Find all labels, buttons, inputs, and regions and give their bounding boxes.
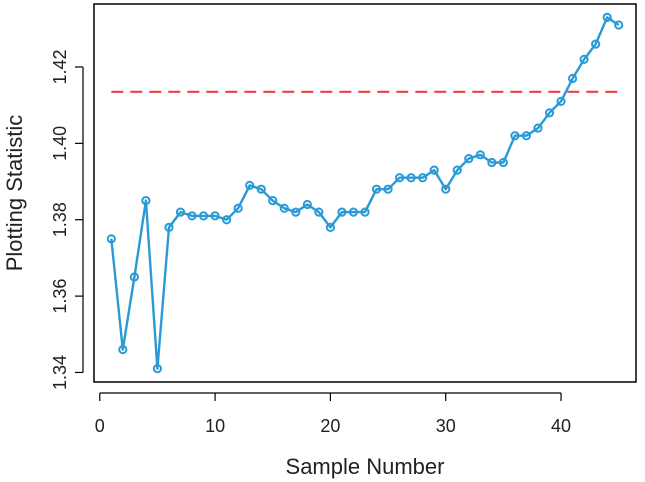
data-point — [521, 131, 532, 141]
data-point — [602, 12, 612, 22]
data-point — [291, 207, 301, 217]
data-point — [394, 173, 405, 183]
x-tick-label: 30 — [436, 416, 456, 436]
data-point — [164, 222, 174, 232]
x-tick-label: 0 — [95, 416, 105, 436]
data-point — [475, 150, 485, 160]
series-line — [110, 16, 620, 370]
data-point — [591, 39, 601, 49]
series-layer — [106, 12, 624, 374]
x-axis-title: Sample Number — [286, 454, 445, 479]
data-point — [487, 157, 497, 168]
data-point — [279, 203, 289, 213]
x-axis: 0 10 20 30 40 — [95, 392, 571, 436]
data-point — [129, 272, 139, 282]
data-point — [141, 196, 151, 206]
y-tick-label: 1.42 — [50, 49, 70, 84]
data-point — [118, 344, 128, 355]
data-point — [406, 173, 416, 183]
data-point — [325, 222, 336, 232]
data-point — [348, 207, 359, 217]
data-point — [152, 364, 163, 374]
data-point — [210, 211, 220, 221]
data-point — [337, 207, 347, 217]
x-tick-label: 40 — [551, 416, 571, 436]
plot-frame — [93, 3, 637, 383]
data-point — [245, 180, 255, 190]
data-point — [198, 211, 209, 221]
y-tick-label: 1.34 — [50, 355, 70, 390]
y-axis-title: Plotting Statistic — [2, 115, 27, 272]
data-point — [106, 234, 116, 244]
data-point — [544, 108, 555, 118]
data-point — [567, 73, 578, 84]
x-tick-label: 20 — [320, 416, 340, 436]
y-axis: 1.34 1.36 1.38 1.40 1.42 — [50, 49, 84, 390]
y-tick-label: 1.36 — [50, 279, 70, 314]
x-tick-label: 10 — [205, 416, 225, 436]
y-tick-label: 1.38 — [50, 202, 70, 237]
data-point — [533, 123, 543, 133]
data-point — [314, 207, 324, 217]
data-point — [498, 157, 508, 168]
y-tick-label: 1.40 — [50, 126, 70, 161]
data-point — [383, 184, 393, 194]
data-point — [302, 199, 312, 210]
data-point — [556, 96, 566, 106]
data-point — [510, 131, 520, 141]
data-point — [452, 165, 462, 175]
data-point — [579, 54, 589, 64]
data-point — [418, 173, 428, 183]
data-point — [360, 207, 370, 217]
data-point — [233, 203, 243, 213]
data-point — [614, 20, 624, 30]
data-point — [222, 215, 232, 225]
data-point — [371, 184, 382, 194]
data-point — [464, 154, 474, 164]
data-point — [187, 211, 197, 221]
data-point — [429, 165, 439, 175]
data-point — [175, 207, 186, 217]
data-point — [441, 184, 451, 194]
data-point — [256, 184, 266, 194]
data-point — [268, 196, 278, 206]
